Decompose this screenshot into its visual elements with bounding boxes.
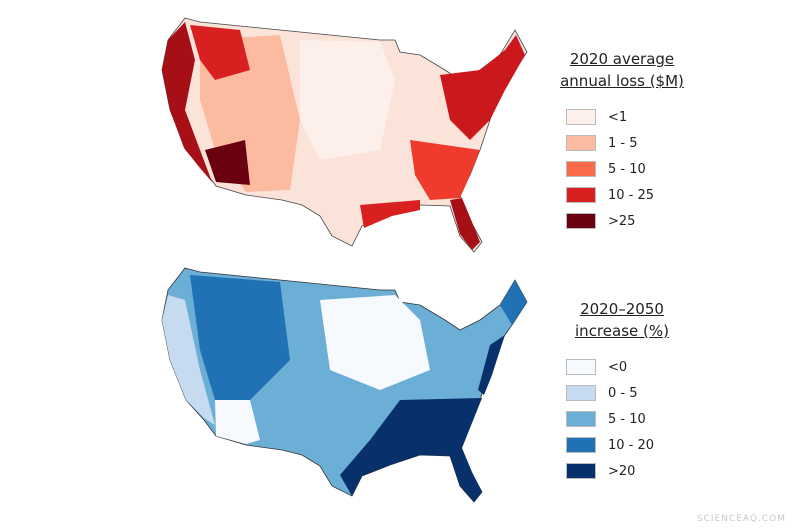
- increase-legend-title-line1: 2020–2050: [580, 300, 664, 318]
- region-gulf-coast: [360, 200, 420, 228]
- region-southwest-light: [215, 400, 260, 444]
- legend-item: 5 - 10: [566, 406, 692, 432]
- region-northwest: [190, 25, 250, 80]
- legend-swatch: [566, 437, 596, 453]
- region-northeast: [440, 35, 525, 140]
- legend-item: >20: [566, 458, 692, 484]
- legend-item: <1: [566, 104, 692, 130]
- legend-label: <0: [608, 359, 628, 375]
- increase-legend: 2020–2050 increase (%) <0 0 - 5 5 - 10 1…: [552, 298, 692, 484]
- region-new-england: [500, 280, 527, 325]
- region-pacific-coast: [162, 22, 212, 182]
- legend-item: <0: [566, 354, 692, 380]
- loss-legend: 2020 average annual loss ($M) <1 1 - 5 5…: [552, 48, 692, 234]
- loss-map-2020: [161, 17, 528, 253]
- increase-map-2050: [161, 267, 528, 503]
- region-plains: [300, 40, 395, 160]
- legend-label: >20: [608, 463, 636, 479]
- legend-item: >25: [566, 208, 692, 234]
- legend-swatch: [566, 385, 596, 401]
- legend-label: <1: [608, 109, 628, 125]
- watermark: SCIENCEAQ.COM: [696, 514, 786, 524]
- region-southwest: [205, 140, 250, 185]
- legend-item: 10 - 20: [566, 432, 692, 458]
- region-southeast: [410, 140, 480, 200]
- legend-swatch: [566, 411, 596, 427]
- legend-item: 10 - 25: [566, 182, 692, 208]
- legend-swatch: [566, 359, 596, 375]
- legend-label: >25: [608, 213, 636, 229]
- legend-label: 10 - 25: [608, 187, 655, 203]
- legend-label: 0 - 5: [608, 385, 638, 401]
- legend-label: 5 - 10: [608, 161, 646, 177]
- legend-label: 5 - 10: [608, 411, 646, 427]
- region-west: [190, 275, 290, 400]
- legend-swatch: [566, 463, 596, 479]
- legend-item: 1 - 5: [566, 130, 692, 156]
- region-california: [162, 295, 215, 425]
- legend-swatch: [566, 161, 596, 177]
- increase-legend-title-line2: increase (%): [575, 322, 669, 340]
- legend-swatch: [566, 109, 596, 125]
- legend-label: 1 - 5: [608, 135, 638, 151]
- region-southeast: [340, 398, 482, 502]
- loss-legend-title-line1: 2020 average: [569, 50, 675, 68]
- legend-item: 0 - 5: [566, 380, 692, 406]
- legend-item: 5 - 10: [566, 156, 692, 182]
- legend-swatch: [566, 135, 596, 151]
- region-midwest: [320, 295, 430, 390]
- loss-legend-title-line2: annual loss ($M): [560, 72, 684, 90]
- legend-swatch: [566, 213, 596, 229]
- legend-swatch: [566, 187, 596, 203]
- region-atlantic-coast: [478, 335, 505, 395]
- region-florida: [450, 198, 480, 250]
- legend-label: 10 - 20: [608, 437, 655, 453]
